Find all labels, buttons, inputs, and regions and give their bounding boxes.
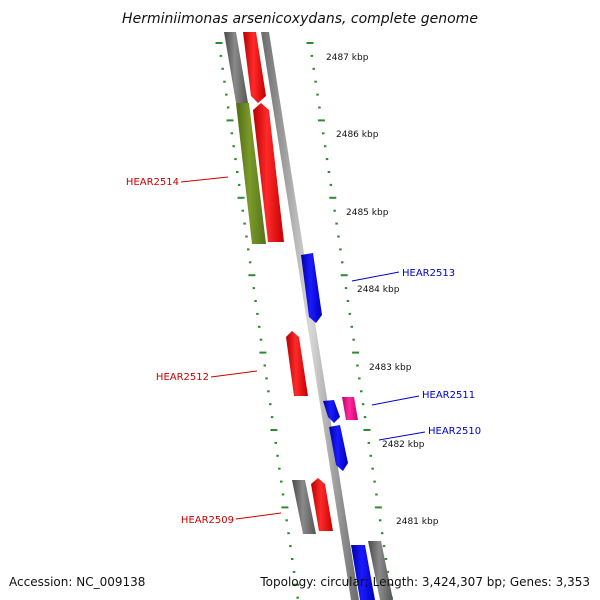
gene-label-hear2509[interactable]: HEAR2509 [181, 515, 234, 526]
red-gene-top[interactable] [243, 32, 266, 103]
leader-line [371, 395, 420, 406]
blue-gene-hear2513[interactable] [301, 253, 322, 323]
scale-label: 2486 kbp [336, 130, 379, 140]
genome-summary-text: Topology: circular; Length: 3,424,307 bp… [259, 575, 590, 589]
gene-features [224, 32, 393, 600]
leader-line [180, 176, 229, 183]
blue-gene-hear2511[interactable] [323, 400, 340, 423]
gray-feature-bottom-right[interactable] [368, 541, 393, 600]
gene-label-hear2510[interactable]: HEAR2510 [428, 426, 481, 437]
scale-label: 2482 kbp [382, 440, 425, 450]
red-gene-hear2514[interactable] [253, 103, 284, 242]
scale-label: 2485 kbp [346, 208, 389, 218]
gene-labels: HEAR2514 HEAR2513 HEAR2512 HEAR2511 HEAR… [126, 176, 481, 526]
leader-line [351, 271, 400, 282]
scale-label: 2483 kbp [369, 363, 412, 373]
scale-labels: 2487 kbp 2486 kbp 2485 kbp 2484 kbp 2483… [326, 53, 439, 527]
olive-feature[interactable] [236, 103, 266, 244]
leader-line [378, 431, 426, 441]
gene-label-hear2511[interactable]: HEAR2511 [422, 390, 475, 401]
magenta-gene-hear2511[interactable] [342, 397, 358, 420]
gene-label-hear2514[interactable]: HEAR2514 [126, 177, 179, 188]
accession-text: Accession: NC_009138 [9, 575, 145, 589]
leader-line [235, 512, 282, 520]
leader-line [210, 370, 258, 378]
red-gene-hear2509[interactable] [311, 478, 333, 531]
scale-label: 2487 kbp [326, 53, 369, 63]
gene-label-hear2513[interactable]: HEAR2513 [402, 268, 455, 279]
red-gene-hear2512[interactable] [286, 331, 308, 396]
gray-feature-top[interactable] [224, 32, 248, 103]
gray-feature-bottom[interactable] [292, 480, 316, 534]
left-tick-track [215, 42, 300, 599]
scale-label: 2484 kbp [357, 285, 400, 295]
blue-feature-bottom[interactable] [351, 545, 375, 600]
map-title: Herminiimonas arsenicoxydans, complete g… [122, 11, 478, 27]
gene-label-hear2512[interactable]: HEAR2512 [156, 372, 209, 383]
scale-label: 2481 kbp [396, 517, 439, 527]
blue-gene-hear2510[interactable] [329, 425, 348, 471]
